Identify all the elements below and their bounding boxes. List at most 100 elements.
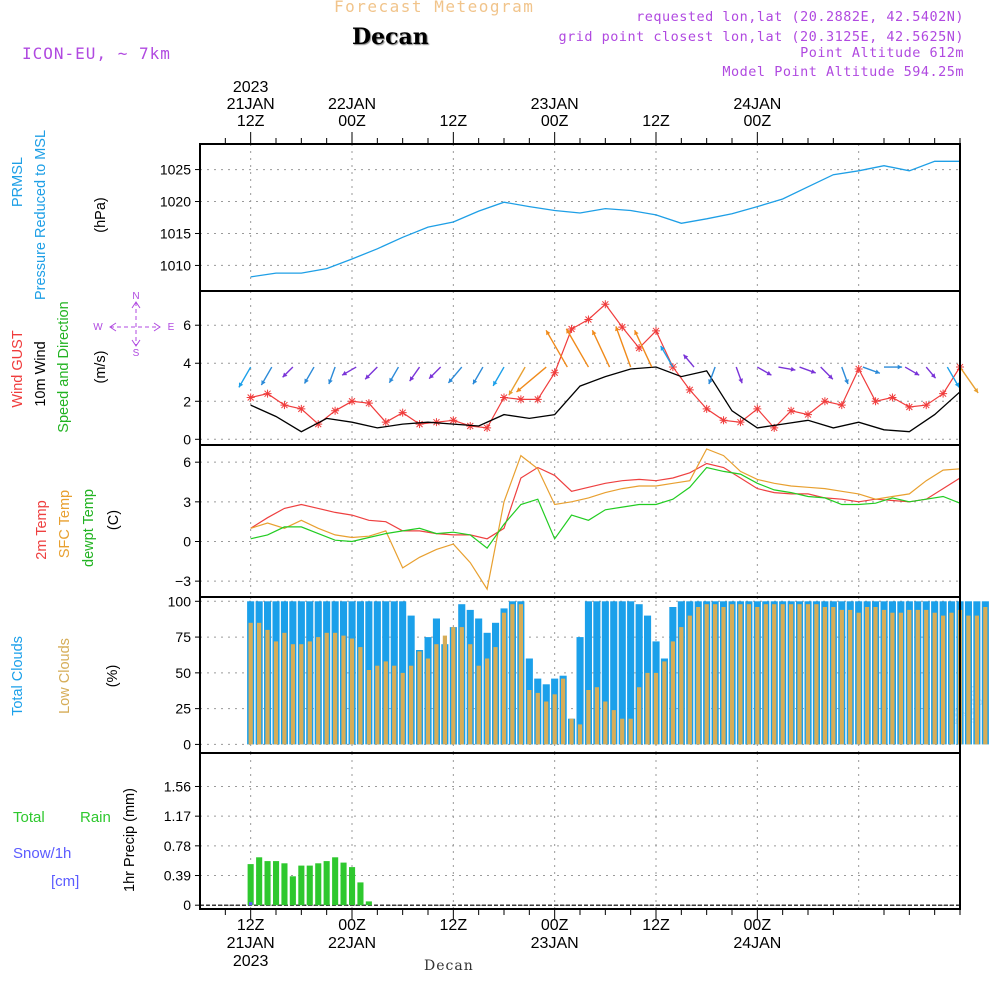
compass-s: S — [133, 348, 140, 359]
snow-bar — [249, 902, 253, 906]
low-cloud-bar — [561, 678, 566, 745]
top-hour-label: 00Z — [744, 113, 772, 130]
total-cloud-bar — [627, 601, 635, 745]
wind-gust-marker — [922, 401, 931, 410]
low-cloud-bar — [282, 632, 287, 745]
wind-arrow-head — [875, 369, 880, 374]
wind-arrow-head — [409, 376, 415, 382]
low-cloud-bar — [873, 607, 878, 745]
low-cloud-bar — [248, 622, 253, 745]
low-cloud-bar — [755, 607, 760, 745]
wind-arrow-head — [448, 378, 454, 383]
temp-2m-line — [250, 462, 961, 540]
wind-direction-arrow — [516, 366, 547, 393]
low-cloud-bar — [273, 641, 279, 745]
low-cloud-bar — [831, 607, 836, 745]
wind-arrow-head — [365, 374, 370, 380]
rain-bar — [264, 861, 271, 906]
y-tick-label: 1010 — [160, 257, 191, 273]
low-cloud-bar — [392, 665, 397, 745]
low-cloud-bar — [915, 609, 920, 745]
low-cloud-bar — [265, 629, 270, 745]
wind-gust-marker — [939, 389, 948, 398]
low-cloud-bar — [907, 609, 912, 745]
low-cloud-bar — [679, 627, 684, 745]
wind-gust-marker — [331, 406, 340, 415]
temp-sfc-line — [250, 448, 961, 591]
panel-frame — [199, 752, 961, 910]
wind-arrow-head — [389, 377, 394, 383]
wind-gust-marker — [381, 418, 390, 427]
low-cloud-bar — [451, 627, 456, 745]
wind-arrow-head — [914, 370, 920, 376]
rain-bar — [315, 863, 322, 906]
wind-arrow-head — [615, 326, 620, 332]
low-cloud-bar — [257, 622, 262, 745]
low-cloud-bar — [493, 647, 498, 745]
low-cloud-bar — [848, 609, 853, 745]
point-altitude: Point Altitude 612m — [800, 45, 964, 61]
low-cloud-bar — [544, 701, 549, 745]
bottom-date-label: 23JAN — [531, 935, 579, 952]
wind-arrow-head — [766, 370, 772, 376]
wind-arrow-head — [508, 390, 514, 396]
low-cloud-bar — [780, 604, 785, 745]
low-cloud-bar — [932, 612, 937, 745]
low-cloud-bar — [603, 701, 608, 745]
wind-gust-marker — [854, 364, 863, 373]
bottom-date-label: 22JAN — [328, 935, 376, 952]
wind-gust-marker — [753, 404, 762, 413]
model-altitude: Model Point Altitude 594.25m — [722, 64, 964, 80]
low-cloud-bar — [763, 604, 768, 745]
wind-gust-marker — [516, 395, 525, 404]
wind-arrow-head — [304, 378, 309, 384]
wind-arrow-head — [516, 387, 522, 392]
wind-arrow-head — [566, 328, 571, 334]
compass-n: N — [132, 291, 139, 302]
chart-type-title: Forecast Meteogram — [334, 0, 535, 16]
low-cloud-bar — [670, 641, 675, 745]
low-cloud-bar — [425, 658, 431, 745]
top-date-label: 23JAN — [531, 96, 579, 113]
low-cloud-bar — [290, 644, 295, 745]
rain-bar — [247, 864, 254, 906]
wind-10m-line — [250, 366, 961, 433]
wind-gust-marker — [364, 399, 373, 408]
wind-arrow-head — [810, 369, 816, 374]
wind-arrow-head — [472, 379, 478, 385]
low-cloud-bar — [341, 635, 346, 745]
wind-gust-marker — [550, 368, 559, 377]
low-cloud-bar — [949, 612, 954, 745]
wind-direction-arrow — [545, 329, 568, 368]
top-date-label: 21JAN — [227, 96, 275, 113]
bottom-hour-label: 12Z — [440, 917, 468, 934]
wind-gust-marker — [483, 423, 492, 432]
y-tick-label: 6 — [183, 454, 191, 470]
wind-arrow-head — [546, 330, 551, 336]
low-cloud-bar — [941, 615, 946, 745]
wind-arrow-head — [738, 378, 743, 384]
y-tick-label: 4 — [183, 355, 191, 371]
low-cloud-bar — [662, 661, 667, 745]
wind-gust-marker — [702, 404, 711, 413]
bottom-hour-label: 00Z — [541, 917, 569, 934]
low-cloud-bar — [822, 607, 827, 745]
wind-arrow-head — [634, 330, 639, 336]
wind-gust-marker — [601, 300, 610, 309]
low-cloud-bar — [797, 604, 802, 745]
low-cloud-bar — [324, 632, 329, 745]
wind-arrow-head — [328, 379, 333, 385]
low-cloud-bar — [527, 690, 532, 745]
low-cloud-bar — [620, 718, 625, 745]
low-cloud-bar — [349, 638, 355, 745]
low-cloud-bar — [805, 604, 811, 745]
rain-bar — [256, 857, 263, 906]
wind-gust-marker — [584, 315, 593, 324]
y-tick-label: 6 — [183, 317, 191, 333]
wind-compass: N S W E — [93, 291, 174, 359]
low-cloud-bar — [586, 690, 591, 745]
wind-direction-arrow — [959, 366, 979, 394]
low-cloud-bar — [358, 647, 363, 745]
low-cloud-bar — [299, 644, 304, 745]
low-cloud-bar — [746, 604, 751, 745]
